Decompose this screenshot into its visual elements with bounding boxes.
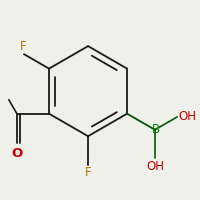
Text: B: B: [152, 123, 160, 136]
Text: F: F: [20, 40, 26, 53]
Text: F: F: [85, 166, 91, 179]
Text: O: O: [11, 147, 22, 160]
Text: OH: OH: [146, 160, 164, 173]
Text: OH: OH: [179, 110, 197, 123]
